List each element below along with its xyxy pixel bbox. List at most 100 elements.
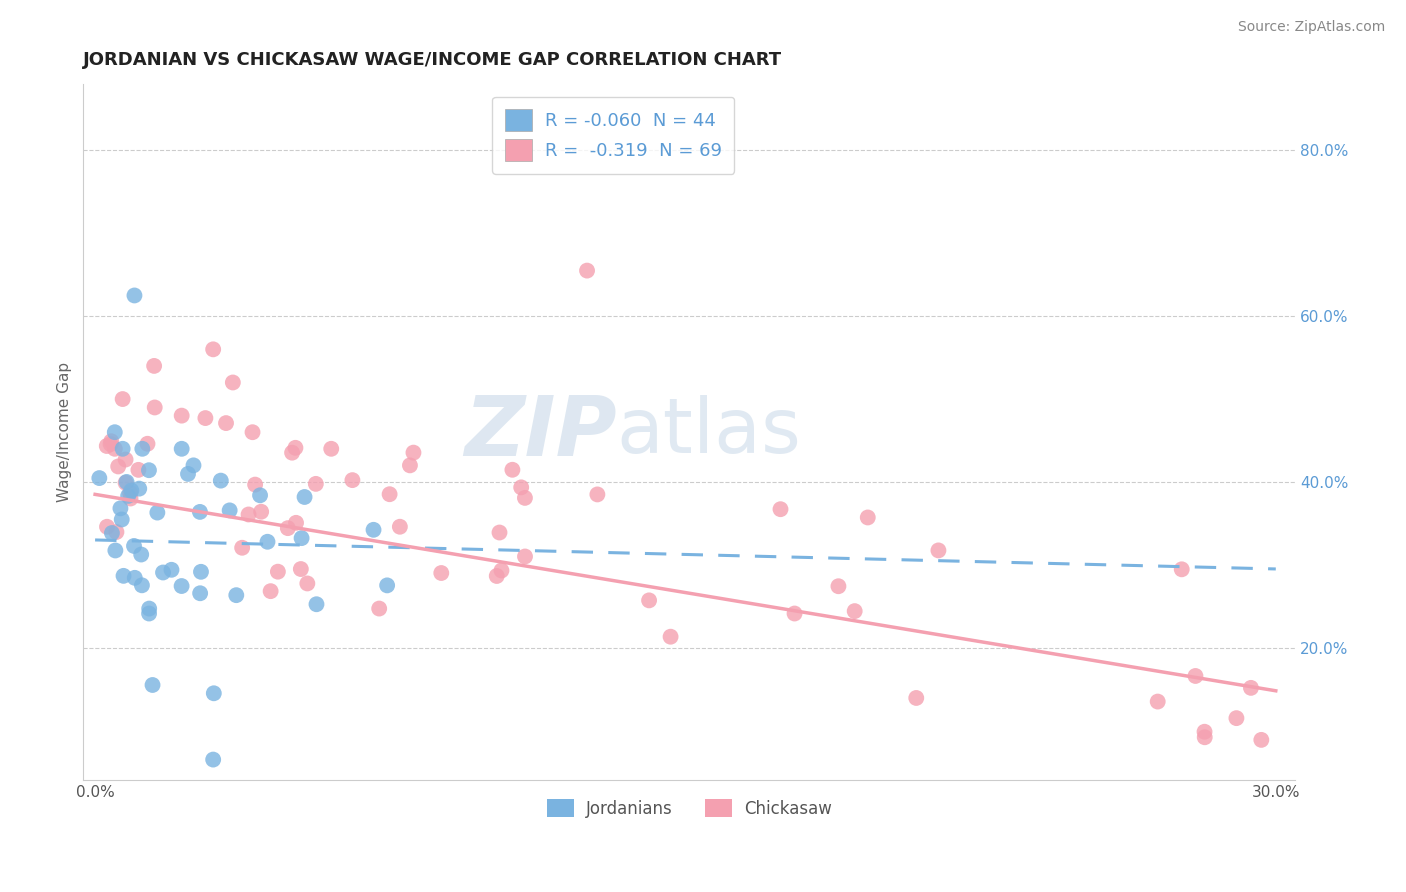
Point [202,686,225,700]
Point [305,597,328,611]
Point [218,503,240,517]
Point [127,463,149,477]
Point [277,521,299,535]
Point [927,543,949,558]
Point [399,458,422,473]
Point [194,411,217,425]
Point [297,576,319,591]
Point [256,534,278,549]
Point [170,579,193,593]
Point [143,401,166,415]
Point [114,475,136,490]
Text: atlas: atlas [617,395,801,469]
Point [363,523,385,537]
Point [290,531,312,545]
Point [115,475,138,489]
Point [1194,731,1216,745]
Point [120,491,142,506]
Point [231,541,253,555]
Point [510,480,533,494]
Point [112,569,135,583]
Point [342,473,364,487]
Text: ZIP: ZIP [464,392,617,473]
Point [131,442,153,456]
Point [96,439,118,453]
Point [100,434,122,449]
Point [1170,562,1192,576]
Point [209,474,232,488]
Point [202,343,225,357]
Point [222,376,245,390]
Point [267,565,290,579]
Point [321,442,343,456]
Point [146,506,169,520]
Point [114,452,136,467]
Point [188,586,211,600]
Point [160,563,183,577]
Y-axis label: Wage/Income Gap: Wage/Income Gap [58,362,72,502]
Point [111,392,134,406]
Point [104,442,127,456]
Point [104,543,127,558]
Point [243,477,266,491]
Point [844,604,866,618]
Point [378,487,401,501]
Point [1194,724,1216,739]
Point [281,445,304,459]
Point [238,508,260,522]
Point [111,512,134,526]
Point [190,565,212,579]
Point [117,489,139,503]
Point [513,491,536,505]
Point [138,463,160,477]
Point [104,425,127,440]
Point [1225,711,1247,725]
Point [783,607,806,621]
Point [488,525,510,540]
Point [388,520,411,534]
Point [105,524,128,539]
Point [202,753,225,767]
Point [124,288,146,302]
Point [177,467,200,481]
Point [659,630,682,644]
Legend: Jordanians, Chickasaw: Jordanians, Chickasaw [540,792,838,824]
Point [124,571,146,585]
Point [128,482,150,496]
Point [138,607,160,621]
Point [131,578,153,592]
Point [215,416,238,430]
Point [250,505,273,519]
Point [305,476,328,491]
Point [290,562,312,576]
Text: Source: ZipAtlas.com: Source: ZipAtlas.com [1237,20,1385,34]
Point [170,409,193,423]
Point [188,505,211,519]
Point [856,510,879,524]
Point [827,579,849,593]
Point [905,690,928,705]
Point [586,487,609,501]
Point [294,490,316,504]
Point [375,578,398,592]
Point [242,425,264,440]
Point [769,502,792,516]
Point [122,539,145,553]
Point [101,526,124,541]
Text: JORDANIAN VS CHICKASAW WAGE/INCOME GAP CORRELATION CHART: JORDANIAN VS CHICKASAW WAGE/INCOME GAP C… [83,51,782,69]
Point [1240,681,1263,695]
Point [430,566,453,580]
Point [89,471,111,485]
Point [111,442,134,456]
Point [1146,695,1168,709]
Point [1250,732,1272,747]
Point [638,593,661,607]
Point [491,564,513,578]
Point [152,566,174,580]
Point [284,441,307,455]
Point [136,436,159,450]
Point [107,459,129,474]
Point [225,588,247,602]
Point [285,516,308,530]
Point [368,601,391,615]
